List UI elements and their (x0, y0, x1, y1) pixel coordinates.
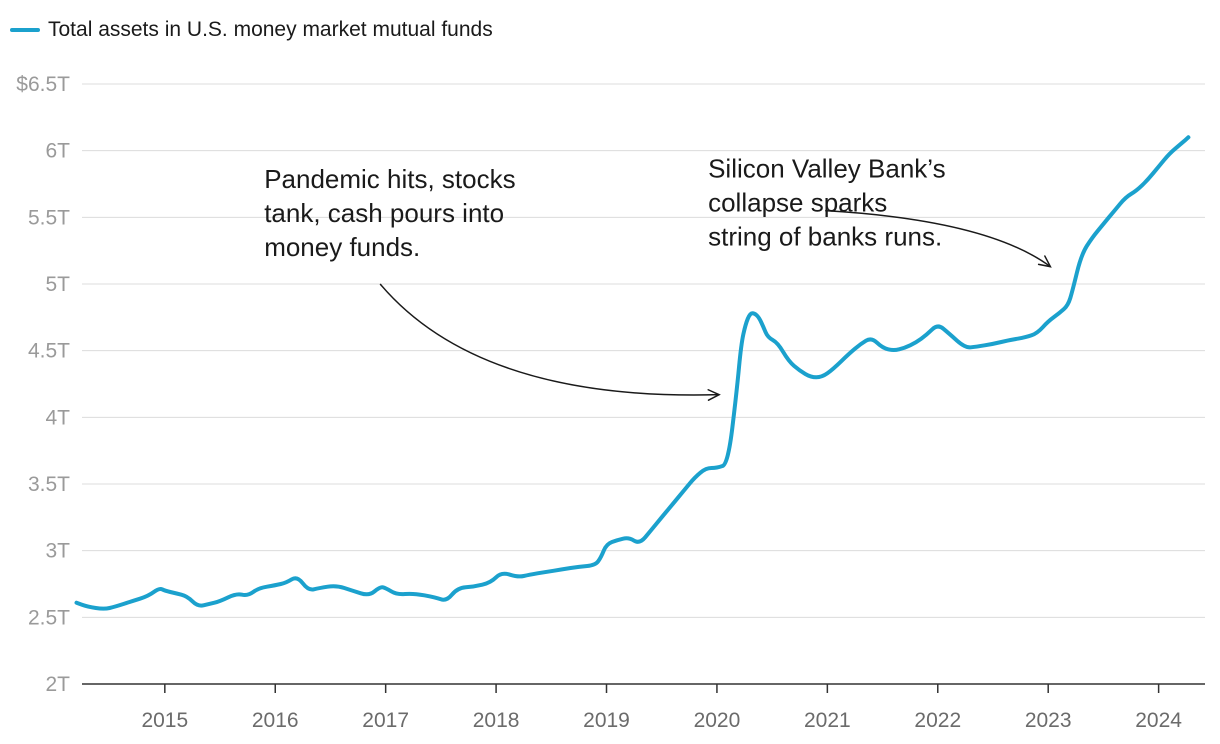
x-tick-label: 2023 (1025, 709, 1072, 732)
y-axis: $6.5T 6T 5.5T 5T 4.5T 4T 3.5T 3T 2.5T 2T (16, 73, 70, 696)
x-tick-label: 2024 (1135, 709, 1182, 732)
annotation-text-line: Pandemic hits, stocks (264, 164, 515, 194)
y-tick-label: 5T (45, 273, 70, 296)
series-layer (74, 135, 1191, 611)
x-tick-label: 2015 (141, 709, 188, 732)
x-tick-label: 2016 (252, 709, 299, 732)
annotation-arrow (379, 283, 720, 396)
x-tick-label: 2022 (914, 709, 961, 732)
annotation-arrowhead (1037, 255, 1052, 268)
legend: Total assets in U.S. money market mutual… (10, 16, 493, 44)
y-tick-label: 4.5T (28, 340, 70, 363)
annotation-text-line: tank, cash pours into (264, 198, 504, 228)
y-tick-label: $6.5T (16, 73, 70, 96)
annotation-arrowhead (707, 389, 721, 401)
y-tick-label: 4T (45, 406, 70, 429)
y-tick-label: 2T (45, 673, 70, 696)
y-tick-label: 2.5T (28, 606, 70, 629)
annotations-layer: Pandemic hits, stocks tank, cash pours in… (264, 153, 1052, 401)
annotation-arrow (825, 209, 1051, 268)
y-tick-label: 5.5T (28, 206, 70, 229)
legend-label: Total assets in U.S. money market mutual… (48, 18, 493, 41)
gridlines (82, 83, 1205, 685)
x-tick-label: 2020 (694, 709, 741, 732)
annotation-text-line: money funds. (264, 232, 420, 262)
x-axis: 2015 2016 2017 2018 2019 2020 2021 2022 2023 2024 (141, 684, 1182, 732)
x-tick-label: 2021 (804, 709, 851, 732)
y-tick-label: 6T (45, 140, 70, 163)
y-tick-label: 3T (45, 540, 70, 563)
annotation-text-line: Silicon Valley Bank’s (708, 153, 946, 183)
annotation-text-line: string of banks runs. (708, 221, 942, 251)
series-line-0 (74, 135, 1191, 611)
x-tick-label: 2019 (583, 709, 630, 732)
x-tick-label: 2017 (362, 709, 409, 732)
legend-swatch (10, 28, 40, 32)
x-tick-label: 2018 (473, 709, 520, 732)
y-tick-label: 3.5T (28, 473, 70, 496)
